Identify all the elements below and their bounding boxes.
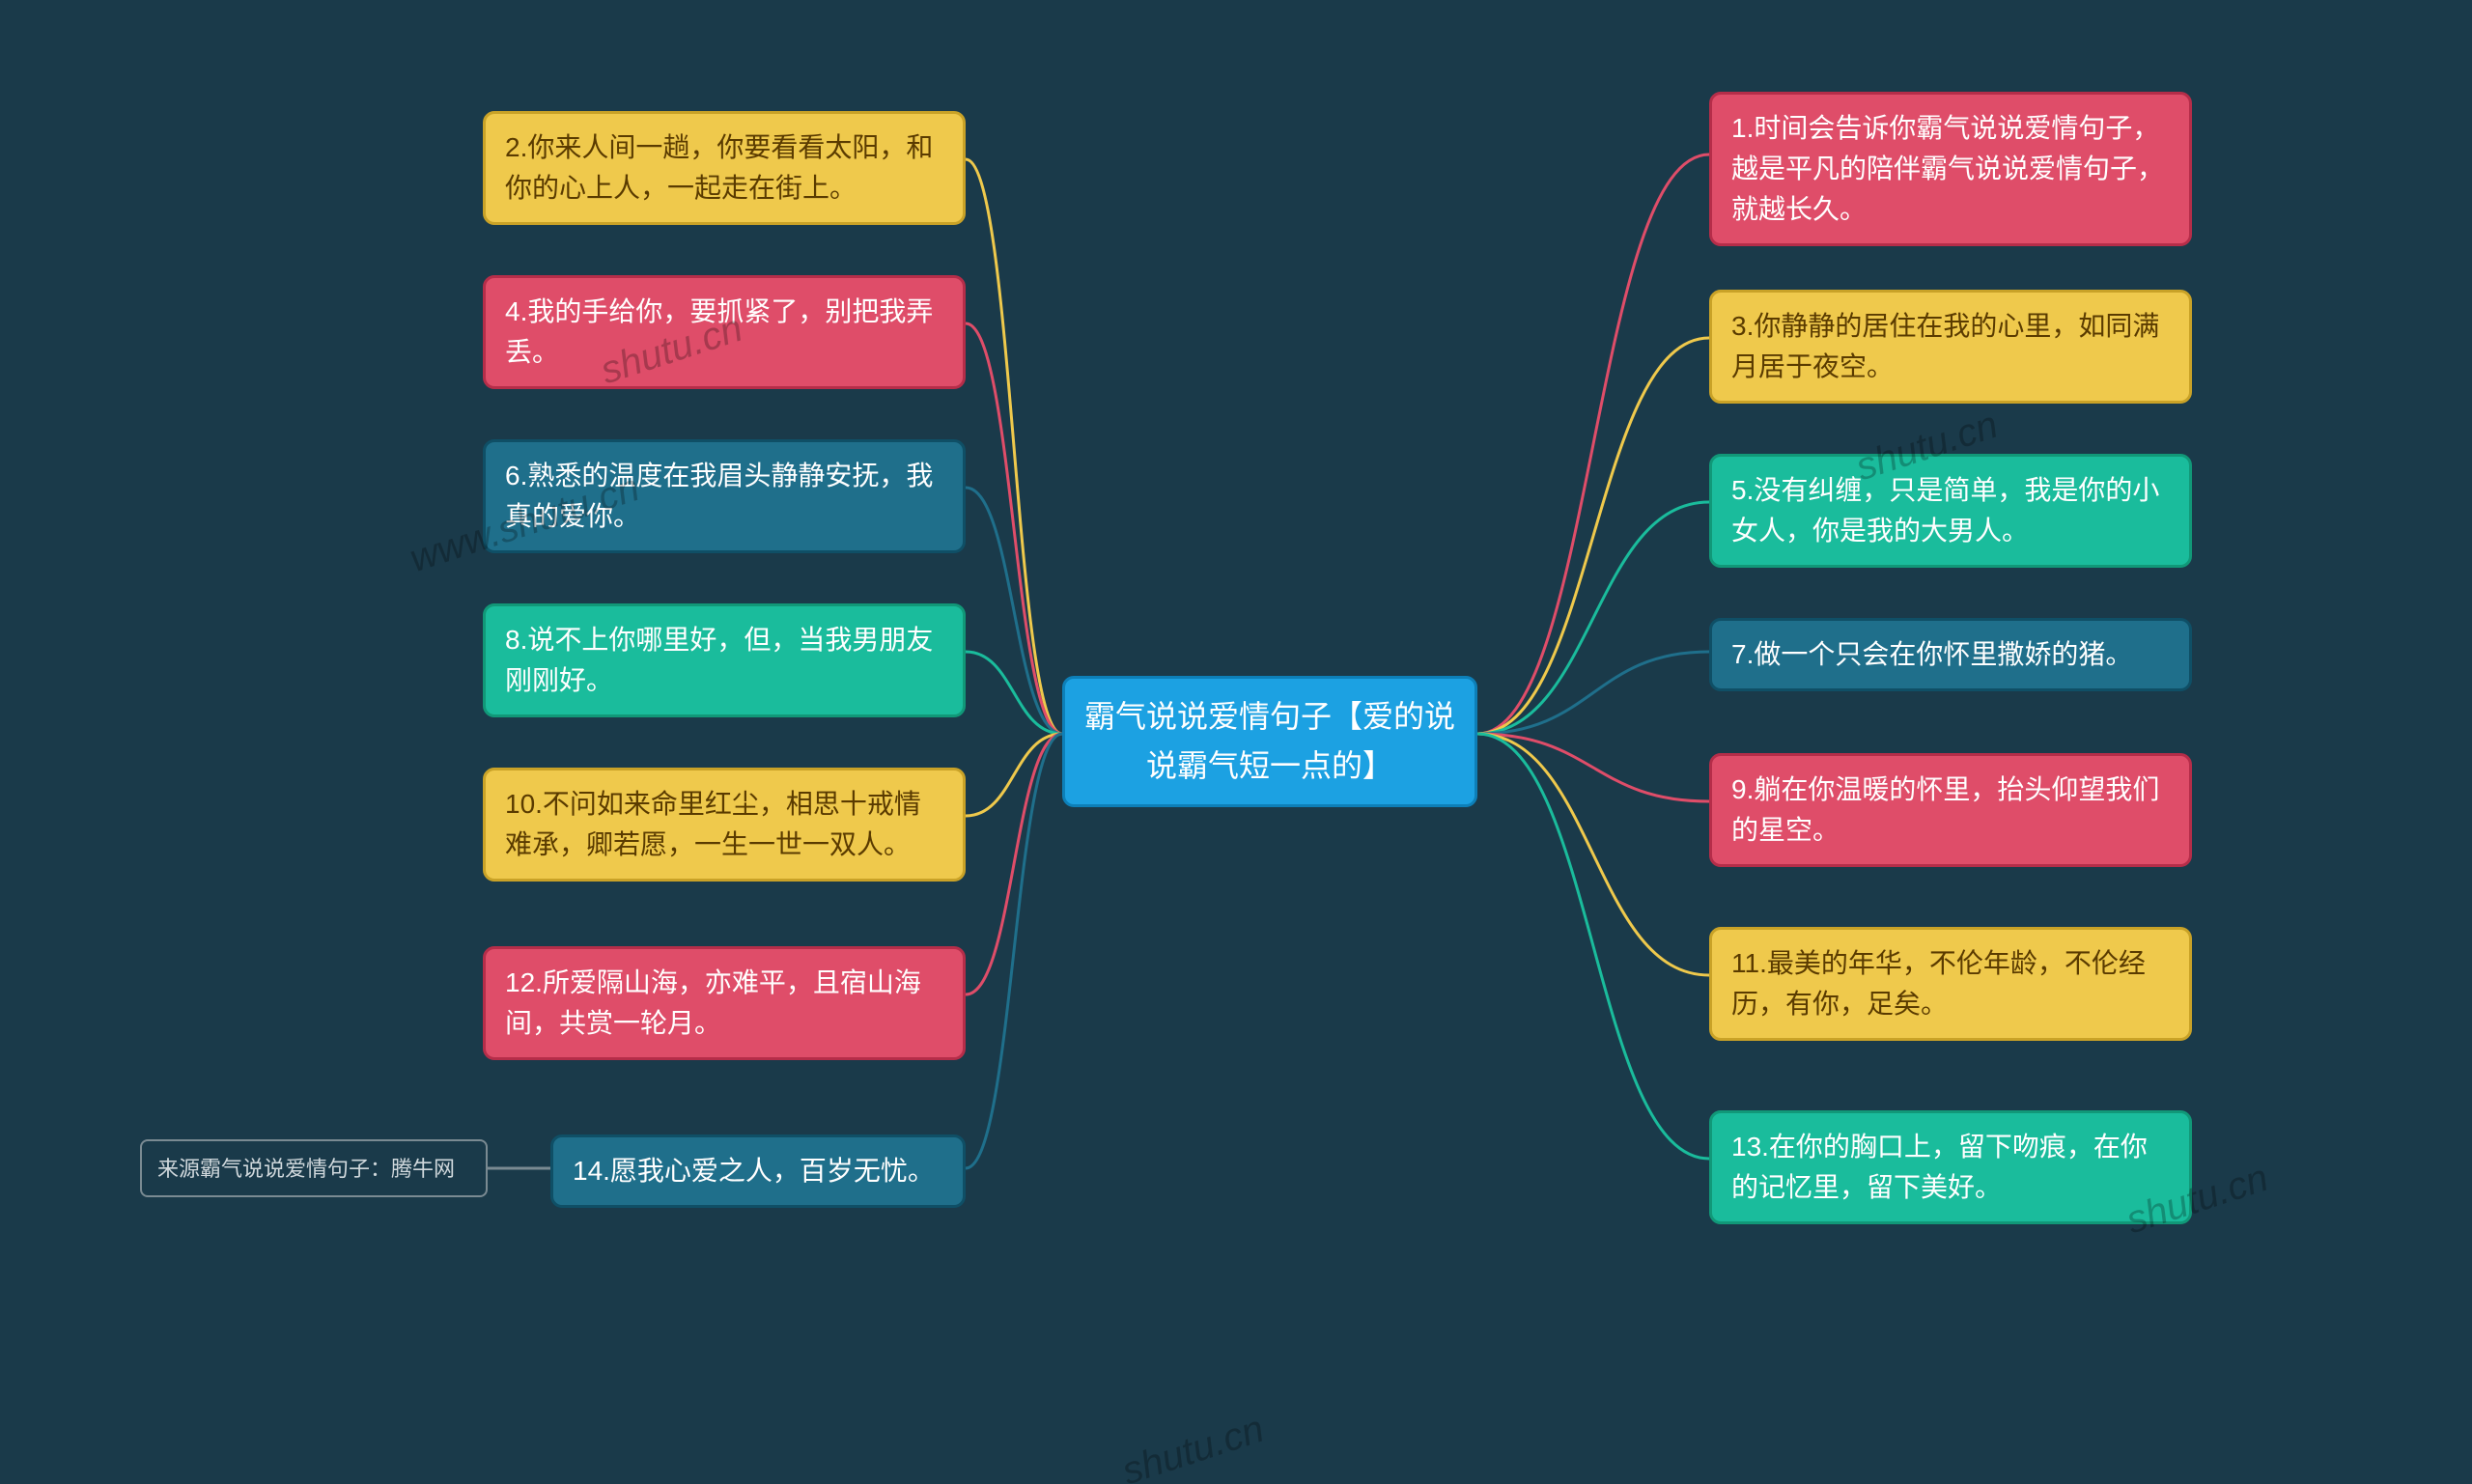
- watermark-text: shutu.cn: [1117, 1408, 1270, 1484]
- mindmap-node[interactable]: 4.我的手给你，要抓紧了，别把我弄丢。: [483, 275, 966, 389]
- connector-edge: [1477, 734, 1709, 975]
- mindmap-node[interactable]: 5.没有纠缠，只是简单，我是你的小女人，你是我的大男人。: [1709, 454, 2192, 568]
- mindmap-node[interactable]: 3.你静静的居住在我的心里，如同满月居于夜空。: [1709, 290, 2192, 404]
- mindmap-node[interactable]: 13.在你的胸口上，留下吻痕，在你的记忆里，留下美好。: [1709, 1110, 2192, 1224]
- node-label: 4.我的手给你，要抓紧了，别把我弄丢。: [505, 292, 943, 373]
- connector-edge: [966, 323, 1062, 734]
- node-label: 8.说不上你哪里好，但，当我男朋友刚刚好。: [505, 620, 943, 701]
- mindmap-node[interactable]: 11.最美的年华，不伦年龄，不伦经历，有你，足矣。: [1709, 927, 2192, 1041]
- connector-edge: [1477, 734, 1709, 1159]
- mindmap-node[interactable]: 1.时间会告诉你霸气说说爱情句子，越是平凡的陪伴霸气说说爱情句子，就越长久。: [1709, 92, 2192, 246]
- mindmap-node[interactable]: 9.躺在你温暖的怀里，抬头仰望我们的星空。: [1709, 753, 2192, 867]
- mindmap-node[interactable]: 7.做一个只会在你怀里撒娇的猪。: [1709, 618, 2192, 691]
- node-label: 7.做一个只会在你怀里撒娇的猪。: [1731, 634, 2132, 675]
- node-label: 来源霸气说说爱情句子：腾牛网: [157, 1153, 455, 1185]
- node-label: 14.愿我心爱之人，百岁无忧。: [573, 1151, 935, 1191]
- node-label: 10.不问如来命里红尘，相思十戒情难承，卿若愿，一生一世一双人。: [505, 784, 943, 865]
- connector-edge: [966, 652, 1062, 734]
- mindmap-node[interactable]: 8.说不上你哪里好，但，当我男朋友刚刚好。: [483, 603, 966, 717]
- node-label: 6.熟悉的温度在我眉头静静安抚，我真的爱你。: [505, 456, 943, 537]
- connector-edge: [966, 734, 1062, 1168]
- node-label: 1.时间会告诉你霸气说说爱情句子，越是平凡的陪伴霸气说说爱情句子，就越长久。: [1731, 108, 2170, 230]
- connector-edge: [1477, 734, 1709, 801]
- mindmap-node[interactable]: 2.你来人间一趟，你要看看太阳，和你的心上人，一起走在街上。: [483, 111, 966, 225]
- connector-edge: [966, 159, 1062, 734]
- node-label: 12.所爱隔山海，亦难平，且宿山海间，共赏一轮月。: [505, 963, 943, 1044]
- connector-edge: [1477, 502, 1709, 734]
- connector-edge: [1477, 338, 1709, 734]
- node-label: 13.在你的胸口上，留下吻痕，在你的记忆里，留下美好。: [1731, 1127, 2170, 1208]
- node-label: 9.躺在你温暖的怀里，抬头仰望我们的星空。: [1731, 770, 2170, 851]
- node-label: 霸气说说爱情句子【爱的说说霸气短一点的】: [1084, 692, 1455, 791]
- node-label: 5.没有纠缠，只是简单，我是你的小女人，你是我的大男人。: [1731, 470, 2170, 551]
- node-label: 3.你静静的居住在我的心里，如同满月居于夜空。: [1731, 306, 2170, 387]
- mindmap-node[interactable]: 14.愿我心爱之人，百岁无忧。: [550, 1134, 966, 1208]
- mindmap-node[interactable]: 6.熟悉的温度在我眉头静静安抚，我真的爱你。: [483, 439, 966, 553]
- connector-edge: [966, 734, 1062, 816]
- mindmap-node[interactable]: 霸气说说爱情句子【爱的说说霸气短一点的】: [1062, 676, 1477, 807]
- mindmap-node[interactable]: 12.所爱隔山海，亦难平，且宿山海间，共赏一轮月。: [483, 946, 966, 1060]
- mindmap-node[interactable]: 10.不问如来命里红尘，相思十戒情难承，卿若愿，一生一世一双人。: [483, 768, 966, 882]
- mindmap-canvas: 霸气说说爱情句子【爱的说说霸气短一点的】 2.你来人间一趟，你要看看太阳，和你的心…: [0, 0, 2472, 1484]
- connector-edge: [966, 488, 1062, 734]
- connector-edge: [966, 734, 1062, 994]
- connector-edge: [1477, 652, 1709, 734]
- node-label: 11.最美的年华，不伦年龄，不伦经历，有你，足矣。: [1731, 943, 2170, 1024]
- connector-edge: [1477, 154, 1709, 734]
- node-label: 2.你来人间一趟，你要看看太阳，和你的心上人，一起走在街上。: [505, 127, 943, 209]
- mindmap-subnode[interactable]: 来源霸气说说爱情句子：腾牛网: [140, 1139, 488, 1197]
